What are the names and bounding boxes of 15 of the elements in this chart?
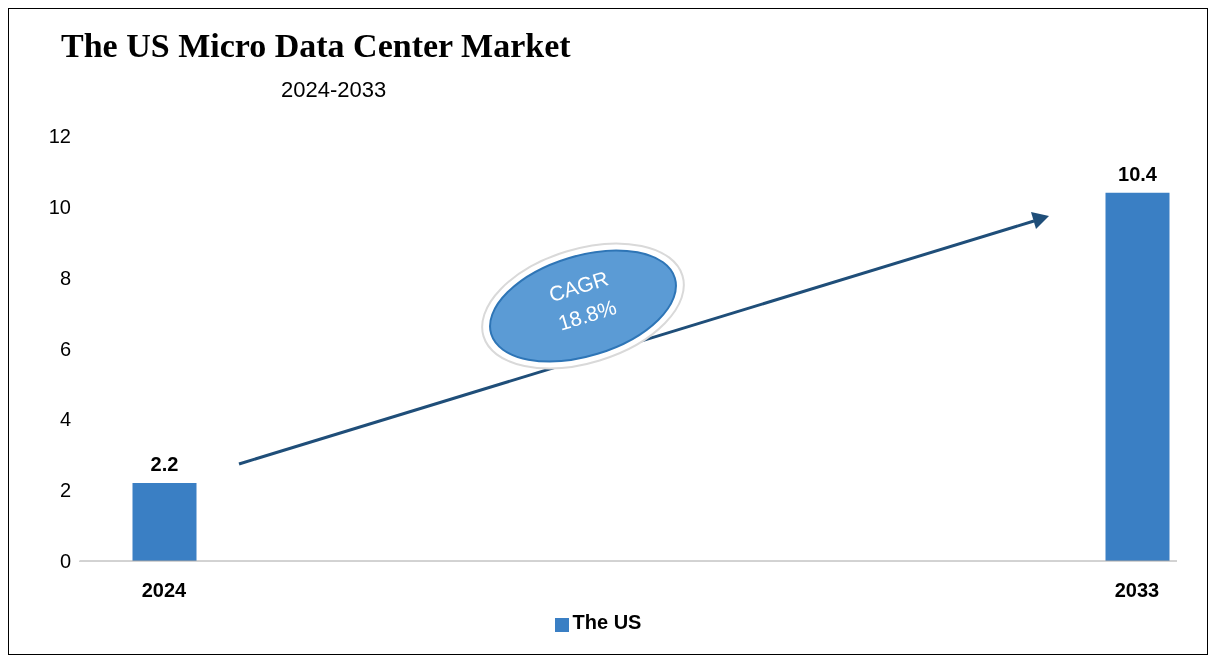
chart-subtitle: 2024-2033: [281, 77, 387, 103]
data-label: 10.4: [1118, 162, 1158, 185]
annotation: CAGR 18.8%: [545, 265, 621, 337]
x-tick-label: 2024: [141, 579, 188, 602]
y-tick-label: 10: [48, 195, 71, 218]
y-tick-label: 0: [59, 550, 71, 573]
y-tick-label: 2: [59, 479, 71, 502]
y-tick-label: 6: [59, 337, 71, 360]
data-label: 2.2: [150, 453, 179, 476]
chart-title: The US Micro Data Center Market: [61, 27, 571, 65]
y-tick-label: 8: [59, 266, 71, 289]
x-tick-label: 2033: [1114, 579, 1160, 602]
y-tick-label: 12: [48, 125, 71, 148]
legend-label: The US: [572, 611, 642, 633]
y-tick-label: 4: [59, 408, 71, 431]
